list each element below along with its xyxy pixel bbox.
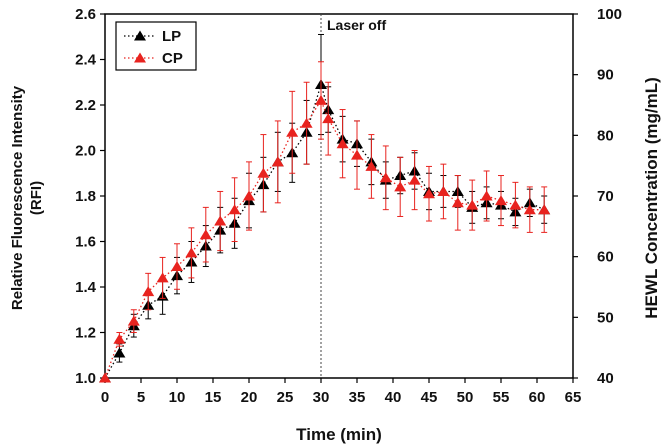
y2-tick-label-100: 100	[597, 6, 622, 23]
data-point-cp-10	[243, 190, 255, 201]
data-point-cp-18	[351, 149, 363, 160]
y2-axis-title: HEWL Concentration (mg/mL)	[642, 77, 661, 318]
y2-tick-label-40: 40	[597, 370, 614, 387]
y2-tick-label-90: 90	[597, 67, 614, 84]
x-tick-label-30: 30	[313, 389, 330, 406]
y-tick-label-2.0: 2.0	[75, 143, 96, 160]
data-point-cp-8	[214, 215, 227, 226]
data-point-cp-14	[300, 117, 313, 128]
x-tick-label-10: 10	[169, 389, 186, 406]
data-point-cp-29	[509, 199, 522, 210]
data-point-cp-6	[185, 247, 198, 258]
data-point-cp-22	[408, 174, 421, 185]
data-point-cp-20	[379, 172, 392, 183]
x-tick-label-55: 55	[493, 389, 510, 406]
data-point-cp-21	[394, 181, 407, 192]
x-axis-title: Time (min)	[296, 425, 382, 444]
data-point-cp-28	[495, 195, 507, 206]
data-point-cp-2	[127, 315, 140, 326]
data-point-cp-7	[199, 229, 212, 240]
legend-marker-lp	[134, 30, 146, 41]
x-tick-label-15: 15	[205, 389, 222, 406]
data-point-cp-9	[228, 204, 241, 215]
y2-tick-label-70: 70	[597, 188, 614, 205]
x-tick-label-60: 60	[529, 389, 546, 406]
data-point-cp-11	[257, 167, 270, 178]
data-point-cp-5	[171, 261, 183, 271]
data-point-cp-13	[286, 126, 299, 137]
ticks-layer: 0 5 10 15 20 25 30 35 40 45 50 55 60 65 1.0 1.2 1.4 1.6 1.…	[75, 6, 622, 406]
y-tick-label-2.6: 2.6	[75, 6, 96, 23]
legend-label-cp: CP	[162, 50, 183, 67]
series-layer	[99, 33, 551, 383]
y-tick-label-2.4: 2.4	[75, 52, 97, 69]
x-tick-label-50: 50	[457, 389, 474, 406]
y-tick-label-1.2: 1.2	[75, 325, 96, 342]
x-tick-label-25: 25	[277, 389, 294, 406]
y-axis-title-line1: Relative Fluorescence Intensity	[9, 85, 26, 310]
data-point-cp-24	[437, 186, 450, 196]
x-tick-label-5: 5	[137, 389, 145, 406]
series-line-lp	[104, 82, 545, 379]
data-point-cp-12	[271, 156, 284, 167]
x-tick-label-35: 35	[349, 389, 366, 406]
x-tick-label-45: 45	[421, 389, 438, 406]
y2-tick-label-60: 60	[597, 249, 614, 266]
data-point-cp-26	[466, 199, 479, 210]
series-cp	[99, 61, 551, 383]
legend-label-lp: LP	[162, 28, 181, 45]
data-point-cp-1	[113, 333, 126, 344]
legend: LP CP	[115, 21, 197, 71]
y-tick-label-1.8: 1.8	[75, 188, 96, 205]
legend-box	[115, 21, 197, 71]
series-line-cp	[104, 98, 545, 379]
y-tick-label-1.4: 1.4	[75, 279, 97, 296]
y-tick-label-1.0: 1.0	[75, 370, 96, 387]
x-tick-label-40: 40	[385, 389, 402, 406]
data-point-cp-0	[99, 372, 111, 383]
legend-marker-cp	[134, 52, 146, 63]
x-tick-label-0: 0	[101, 389, 109, 406]
x-tick-label-20: 20	[241, 389, 258, 406]
data-point-cp-27	[480, 190, 493, 201]
data-point-cp-4	[156, 272, 169, 283]
y-tick-label-2.2: 2.2	[75, 97, 96, 114]
data-point-lp-1	[113, 347, 126, 358]
data-point-cp-19	[365, 160, 378, 171]
data-point-cp-31	[538, 204, 551, 215]
data-point-cp-23	[423, 188, 435, 199]
data-point-cp-3	[142, 286, 155, 297]
data-point-cp-16	[322, 113, 335, 124]
y-axis-title-line2: (RFI)	[28, 181, 45, 215]
laser-off-label: Laser off	[327, 17, 386, 33]
data-point-cp-15	[315, 94, 327, 105]
y-tick-label-1.6: 1.6	[75, 234, 96, 251]
data-point-cp-25	[451, 197, 464, 208]
series-lp	[99, 33, 551, 383]
y2-tick-label-80: 80	[597, 127, 614, 144]
x-tick-label-65: 65	[565, 389, 582, 406]
data-point-cp-17	[336, 138, 349, 149]
data-point-cp-30	[523, 204, 536, 215]
y2-tick-label-50: 50	[597, 309, 614, 326]
